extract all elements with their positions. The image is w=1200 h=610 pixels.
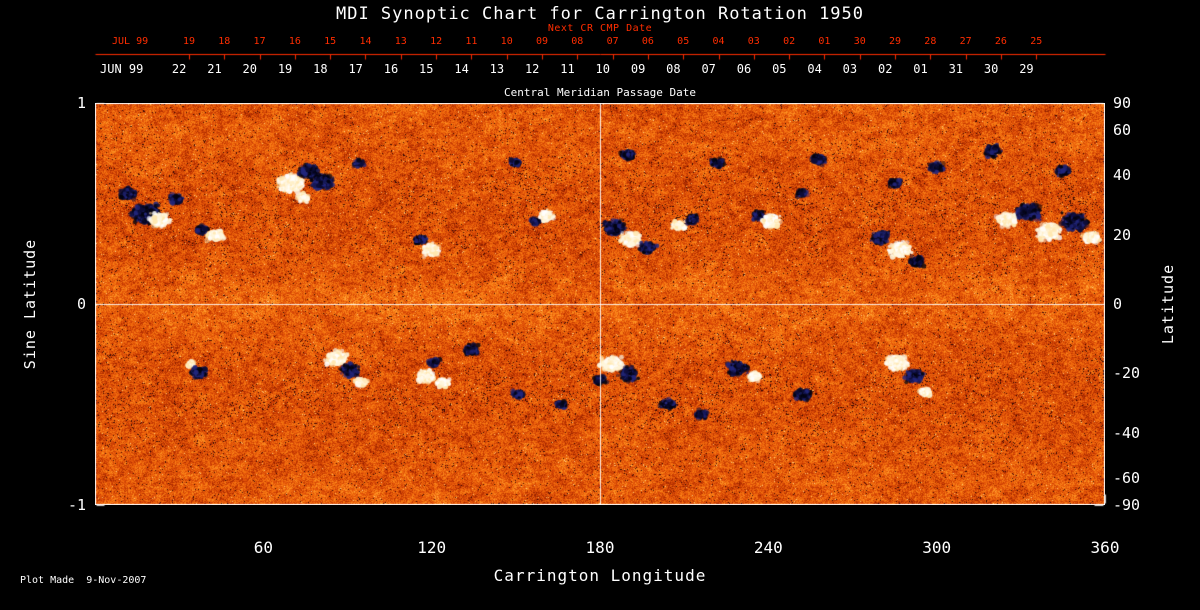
- next-cr-day-label: 13: [394, 36, 407, 47]
- cmp-day-label: 31: [948, 62, 964, 76]
- cmp-day-label: 03: [842, 62, 858, 76]
- next-cr-cmp-date-label: Next CR CMP Date: [547, 23, 653, 34]
- next-cr-day-label: 18: [218, 36, 231, 47]
- next-cr-day-label: 30: [853, 36, 866, 47]
- cmp-day-label: 30: [983, 62, 999, 76]
- cmp-month-label: JUN 99: [100, 62, 144, 76]
- x-tick-label: 120: [417, 538, 447, 557]
- cmp-day-label: 02: [877, 62, 893, 76]
- next-cr-day-label: 04: [712, 36, 725, 47]
- cmp-day-label: 17: [348, 62, 363, 76]
- cmp-day-label: 04: [807, 62, 822, 76]
- cmp-day-label: 09: [630, 62, 646, 76]
- magnetogram-map: [95, 103, 1105, 505]
- next-cr-day-label: 26: [994, 36, 1007, 47]
- cmp-axis-label: Central Meridian Passage Date: [503, 86, 697, 99]
- next-cr-day-label: 16: [288, 36, 301, 47]
- x-tick-label: 300: [922, 538, 952, 557]
- y-left-tick-label: -1: [67, 496, 86, 514]
- cmp-day-label: 18: [313, 62, 328, 76]
- y-left-tick-label: 1: [76, 94, 86, 112]
- cmp-day-label: 13: [489, 62, 505, 76]
- cmp-day-label: 12: [524, 62, 540, 76]
- y-axis-left-title: Sine Latitude: [21, 238, 39, 370]
- x-tick-label: 60: [253, 538, 273, 557]
- cmp-day-label: 20: [242, 62, 257, 76]
- next-cr-day-label: 15: [324, 36, 337, 47]
- next-cr-day-label: 06: [641, 36, 654, 47]
- next-cr-day-label: 25: [1030, 36, 1043, 47]
- next-cr-day-label: 07: [606, 36, 619, 47]
- y-right-tick-label: -40: [1113, 424, 1141, 443]
- cmp-day-label: 06: [736, 62, 752, 76]
- x-axis-title: Carrington Longitude: [493, 566, 707, 585]
- y-right-tick-label: -20: [1113, 363, 1141, 382]
- next-cr-day-label: 10: [500, 36, 513, 47]
- cmp-day-label: 05: [772, 62, 787, 76]
- next-cr-day-label: 12: [430, 36, 443, 47]
- next-cr-day-label: 11: [465, 36, 478, 47]
- chart-title: MDI Synoptic Chart for Carrington Rotati…: [335, 4, 865, 24]
- next-cr-day-label: 19: [182, 36, 196, 47]
- cmp-day-label: 16: [383, 62, 399, 76]
- cmp-day-label: 14: [454, 62, 469, 76]
- y-right-tick-label: 60: [1113, 120, 1132, 139]
- y-right-tick-label: -60: [1113, 469, 1141, 488]
- cmp-day-label: 11: [560, 62, 575, 76]
- next-cr-day-label: 05: [677, 36, 690, 47]
- cmp-day-label: 19: [277, 62, 293, 76]
- cmp-day-label: 15: [419, 62, 434, 76]
- next-cr-day-label: 29: [889, 36, 902, 47]
- cmp-day-label: 22: [171, 62, 187, 76]
- next-cr-day-label: 08: [571, 36, 584, 47]
- next-cr-day-label: 27: [959, 36, 972, 47]
- y-right-tick-label: 90: [1113, 94, 1132, 112]
- cmp-day-label: 10: [595, 62, 611, 76]
- y-right-tick-label: -90: [1113, 496, 1141, 514]
- x-tick-label: 240: [753, 538, 783, 557]
- cmp-day-label: 01: [913, 62, 928, 76]
- cmp-day-label: 08: [666, 62, 681, 76]
- cmp-day-label: 21: [207, 62, 222, 76]
- cmp-day-label: 07: [701, 62, 716, 76]
- y-right-tick-label: 20: [1113, 226, 1132, 245]
- next-cr-day-label: 03: [747, 36, 760, 47]
- cmp-day-label: 29: [1019, 62, 1034, 76]
- x-tick-label: 360: [1090, 538, 1120, 557]
- next-cr-day-label: 14: [359, 36, 372, 47]
- next-cr-month-label: JUL 99: [112, 36, 149, 47]
- plot-made-text: Plot Made 9-Nov-2007: [20, 575, 147, 586]
- next-cr-day-label: 17: [253, 36, 266, 47]
- next-cr-day-label: 01: [818, 36, 831, 47]
- y-right-tick-label: 0: [1113, 295, 1123, 313]
- next-cr-day-label: 28: [924, 36, 937, 47]
- next-cr-day-label: 02: [783, 36, 796, 47]
- x-tick-label: 180: [585, 538, 615, 557]
- y-axis-right-title: Latitude: [1159, 263, 1177, 345]
- y-right-tick-label: 40: [1113, 165, 1132, 184]
- y-left-tick-label: 0: [76, 295, 86, 313]
- next-cr-day-label: 09: [535, 36, 549, 47]
